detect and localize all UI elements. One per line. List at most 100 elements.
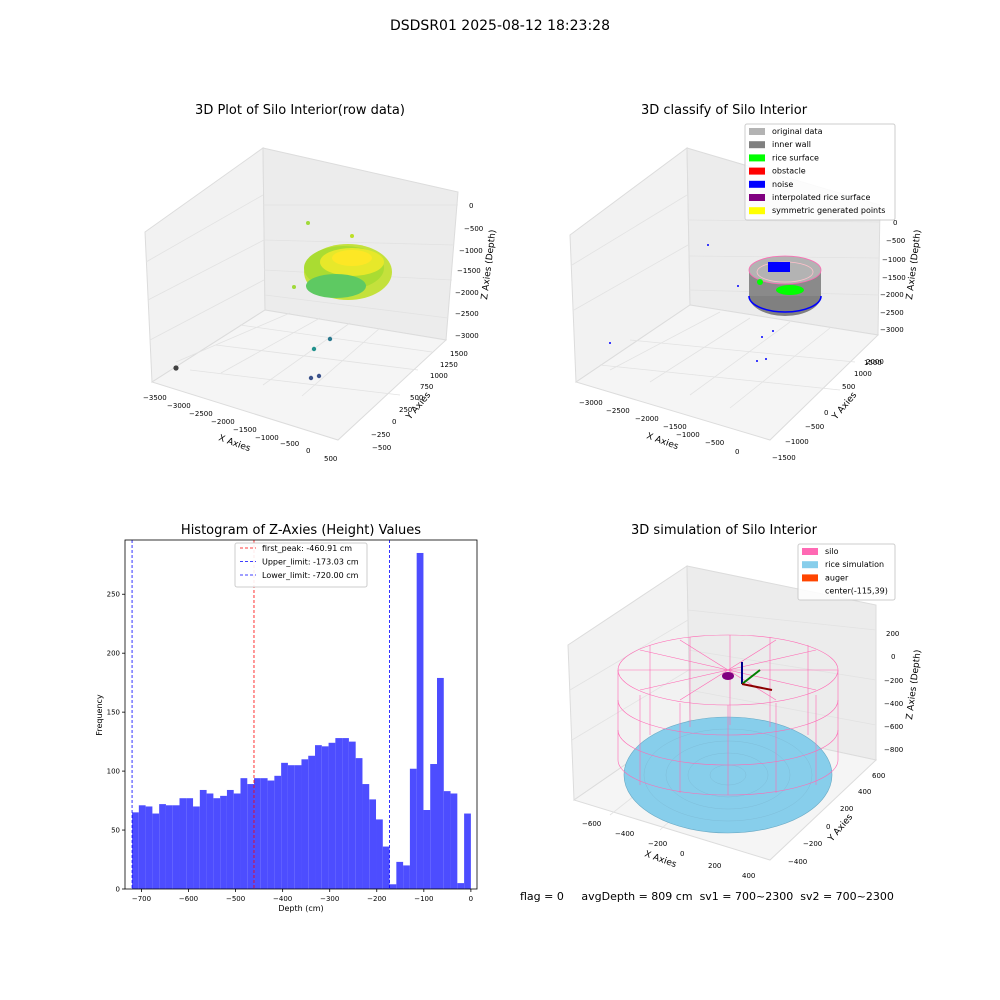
p4-xtick: −600	[582, 820, 601, 828]
p2-ytick: 1500	[864, 359, 882, 367]
status-line: flag = 0 avgDepth = 809 cm sv1 = 700~230…	[520, 890, 894, 903]
p2-ytick: −1000	[785, 438, 809, 446]
p1-ytick: 1000	[430, 372, 448, 380]
p4-ztick: −400	[884, 700, 903, 708]
p2-xtick: −500	[705, 439, 724, 447]
p2-legend-swatch	[749, 180, 765, 188]
p1-xtick: −1500	[233, 426, 257, 434]
p4-legend-label: center(-115,39)	[825, 587, 888, 596]
p4-xtick: −200	[648, 840, 667, 848]
hist-bar	[159, 804, 166, 889]
p1-ytick: −250	[371, 431, 390, 439]
hist-xtick-label: −700	[132, 895, 151, 903]
p2-legend-label: interpolated rice surface	[772, 193, 870, 202]
panel3-title: Histogram of Z-Axies (Height) Values	[180, 523, 422, 538]
hist-bar	[172, 805, 180, 889]
p4-xtick: 0	[680, 850, 684, 858]
panel2-title: 3D classify of Silo Interior	[640, 103, 808, 118]
hist-ytick-label: 50	[111, 827, 120, 835]
p1-xlabel: X Axies	[217, 433, 252, 454]
hist-bar	[369, 799, 377, 889]
p4-xtick: 400	[742, 872, 755, 880]
hist-ylabel: Frequency	[95, 694, 104, 736]
hist-bar	[274, 775, 282, 889]
hist-bar	[260, 778, 268, 889]
p4-legend-swatch	[802, 574, 818, 582]
hist-xtick-label: −300	[320, 895, 339, 903]
p2-xtick: 0	[735, 448, 739, 456]
hist-bar	[457, 883, 465, 889]
hist-bar	[355, 758, 363, 889]
p2-legend-swatch	[749, 128, 765, 135]
p4-zlabel: Z Axies (Depth)	[905, 649, 924, 720]
p4-ytick: −200	[803, 840, 822, 848]
hist-ytick-label: 100	[107, 768, 120, 776]
hist-bar	[403, 865, 410, 889]
p2-legend-label: noise	[772, 180, 793, 189]
p2-ytick: 500	[842, 383, 855, 391]
p2-legend: original data inner wall rice surface obsta…	[744, 123, 896, 221]
p2-ytick: 2000	[866, 358, 884, 366]
p2-legend-swatch	[749, 207, 765, 215]
p1-ytick: 750	[420, 383, 433, 391]
p4-ytick: 600	[872, 772, 885, 780]
p2-xlabel: X Axies	[645, 431, 680, 452]
p1-xtick: 500	[324, 455, 337, 463]
hist-bar	[423, 810, 431, 889]
p2-legend-label: rice surface	[772, 153, 819, 162]
hist-bar	[389, 884, 397, 889]
hist-xtick-label: −600	[179, 895, 198, 903]
p1-xtick: −2000	[211, 418, 235, 426]
hist-bar	[328, 742, 336, 889]
p2-ztick: −2000	[880, 291, 904, 299]
p1-xtick: −3000	[167, 402, 191, 410]
hist-xtick-label: −200	[367, 895, 386, 903]
p2-legend-swatch	[749, 154, 765, 162]
hist-bar	[240, 778, 248, 889]
p2-xtick: −1500	[663, 423, 687, 431]
hist-bar	[348, 741, 356, 889]
status-sv1: sv1 = 700~2300	[699, 890, 794, 903]
hist-legend-label: Upper_limit: -173.03 cm	[262, 558, 359, 567]
hist-bar	[443, 791, 451, 889]
hist-bar	[430, 764, 437, 889]
p2-ztick: −1000	[882, 256, 906, 264]
hist-bar	[179, 798, 187, 889]
hist-bar	[233, 793, 241, 889]
hist-bar	[335, 738, 343, 889]
panel1-3d-axes: −3500 −3000 −2500 −2000 −1500 −1000 −500…	[143, 147, 499, 463]
figure-title: DSDSR01 2025-08-12 18:23:28	[389, 18, 610, 34]
p2-legend-label: inner wall	[772, 140, 811, 149]
p4-ytick: 200	[840, 805, 853, 813]
p2-ztick: 0	[893, 219, 897, 227]
p4-xlabel: X Axies	[643, 849, 678, 870]
p2-ytick: 1000	[854, 370, 872, 378]
status-avg-depth: avgDepth = 809 cm	[581, 890, 693, 903]
p2-ytick: −1500	[772, 454, 796, 462]
hist-legend-label: Lower_limit: -720.00 cm	[262, 571, 359, 580]
p4-ytick: 400	[858, 788, 871, 796]
hist-bar	[281, 762, 288, 889]
hist-bar	[287, 765, 295, 889]
p4-legend-label: silo	[825, 547, 839, 556]
hist-xlabel: Depth (cm)	[278, 904, 323, 913]
p4-xtick: 200	[708, 862, 721, 870]
panel2-3d-axes: −3000 −2500 −2000 −1500 −1000 −500 0 −15…	[569, 123, 924, 462]
hist-bar	[138, 805, 146, 889]
p1-ytick: 1500	[450, 350, 468, 358]
p2-legend-label: symmetric generated points	[772, 206, 885, 215]
status-flag: flag = 0	[520, 890, 564, 903]
hist-bar	[145, 806, 153, 889]
p4-legend-label: auger	[825, 573, 849, 582]
p2-legend-label: original data	[772, 127, 823, 136]
hist-bar	[450, 793, 458, 889]
p1-ztick: −500	[464, 225, 483, 233]
p4-legend-label: rice simulation	[825, 560, 884, 569]
p2-ytick: −500	[805, 423, 824, 431]
p2-ztick: −2500	[880, 309, 904, 317]
p4-ztick: 200	[886, 630, 899, 638]
p2-ztick: −1500	[882, 274, 906, 282]
p1-ztick: −2500	[455, 310, 479, 318]
p4-ytick: −400	[788, 858, 807, 866]
p2-legend-swatch	[749, 167, 765, 175]
